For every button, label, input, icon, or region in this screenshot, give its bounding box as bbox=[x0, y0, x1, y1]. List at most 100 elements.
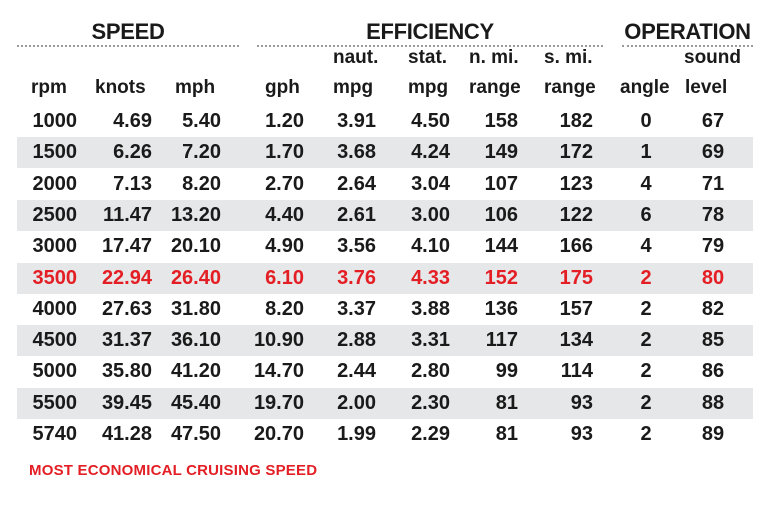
cell-mph: 41.20 bbox=[170, 360, 221, 383]
cell-sound: 71 bbox=[701, 172, 725, 195]
cell-nmi_range: 99 bbox=[495, 360, 518, 383]
column-header-rpm: rpm bbox=[31, 77, 67, 98]
cell-knots: 4.69 bbox=[113, 110, 152, 132]
cell-naut_mpg: 3.56 bbox=[337, 235, 376, 258]
cell-knots: 17.47 bbox=[101, 235, 152, 258]
cell-naut_mpg: 2.44 bbox=[337, 360, 376, 383]
cell-nmi_range: 144 bbox=[484, 235, 518, 258]
cell-gph: 8.20 bbox=[265, 297, 304, 320]
column-header-naut_mpg: mpg bbox=[333, 77, 374, 98]
cell-sound: 80 bbox=[701, 266, 725, 289]
group-header-operation: OPERATION bbox=[622, 20, 753, 47]
cell-sound: 89 bbox=[701, 423, 725, 445]
cell-stat_mpg: 3.04 bbox=[411, 172, 450, 195]
cell-gph: 4.40 bbox=[265, 203, 304, 226]
cell-naut_mpg: 2.64 bbox=[337, 172, 376, 195]
cell-angle: 1 bbox=[640, 141, 652, 164]
cell-mph: 7.20 bbox=[182, 141, 221, 164]
cell-angle: 0 bbox=[640, 110, 652, 132]
cell-gph: 10.90 bbox=[253, 329, 304, 352]
cell-stat_mpg: 3.00 bbox=[411, 203, 450, 226]
table-row: 2000 7.13 8.20 2.70 2.64 3.04 107 123 4 71 bbox=[17, 169, 753, 200]
cell-naut_mpg: 2.61 bbox=[337, 203, 376, 226]
cell-knots: 11.47 bbox=[103, 203, 152, 226]
cell-stat_mpg: 4.10 bbox=[411, 235, 450, 258]
cell-nmi_range: 81 bbox=[495, 423, 518, 445]
cell-sound: 85 bbox=[701, 329, 725, 352]
column-header-nmi_range: range bbox=[469, 77, 521, 98]
table-row: 1000 4.69 5.40 1.20 3.91 4.50 158 182 0 67 bbox=[17, 106, 753, 137]
cell-sound: 88 bbox=[701, 391, 725, 414]
cell-gph: 1.20 bbox=[265, 110, 304, 132]
cell-nmi_range: 136 bbox=[484, 297, 518, 320]
cell-rpm: 5740 bbox=[32, 423, 78, 445]
cell-rpm: 3000 bbox=[32, 235, 78, 258]
cell-stat_mpg: 3.31 bbox=[411, 329, 450, 352]
group-header-speed: SPEED bbox=[17, 20, 239, 47]
cell-knots: 35.80 bbox=[101, 360, 152, 383]
column-header-angle: angle bbox=[620, 77, 670, 98]
cell-stat_mpg: 2.29 bbox=[411, 423, 450, 445]
cell-rpm: 2500 bbox=[32, 203, 78, 226]
column-header-stat_mpg: mpg bbox=[408, 77, 449, 98]
column-header-sound-line1: sound bbox=[684, 47, 741, 68]
group-header-efficiency: EFFICIENCY bbox=[257, 20, 603, 47]
table-row: 5500 39.45 45.40 19.70 2.00 2.30 81 93 2 88 bbox=[17, 387, 753, 419]
cell-nmi_range: 117 bbox=[485, 329, 518, 352]
cell-nmi_range: 158 bbox=[484, 110, 518, 132]
cell-angle: 2 bbox=[640, 391, 652, 414]
cell-rpm: 3500 bbox=[32, 266, 78, 289]
cell-mph: 5.40 bbox=[182, 110, 221, 132]
table-row: 5000 35.80 41.20 14.70 2.44 2.80 99 114 2 86 bbox=[17, 356, 753, 387]
cell-smi_range: 166 bbox=[559, 235, 593, 258]
cell-rpm: 4000 bbox=[32, 297, 78, 320]
cell-smi_range: 93 bbox=[570, 423, 593, 445]
cell-knots: 31.37 bbox=[101, 329, 152, 352]
table-row: 4500 31.37 36.10 10.90 2.88 3.31 117 134 2 85 bbox=[17, 325, 753, 357]
cell-mph: 26.40 bbox=[170, 266, 221, 289]
cell-naut_mpg: 2.88 bbox=[337, 329, 376, 352]
cell-angle: 2 bbox=[640, 360, 652, 383]
footnote-most-economical: MOST ECONOMICAL CRUISING SPEED bbox=[29, 462, 318, 479]
cell-mph: 31.80 bbox=[170, 297, 221, 320]
column-header-knots: knots bbox=[95, 77, 146, 98]
cell-smi_range: 122 bbox=[559, 203, 593, 226]
cell-knots: 6.26 bbox=[113, 141, 152, 164]
cell-sound: 86 bbox=[701, 360, 725, 383]
cell-sound: 67 bbox=[701, 110, 725, 132]
cell-mph: 13.20 bbox=[170, 203, 221, 226]
cell-smi_range: 182 bbox=[559, 110, 593, 132]
cell-sound: 78 bbox=[701, 203, 725, 226]
cell-naut_mpg: 2.00 bbox=[337, 391, 376, 414]
cell-smi_range: 123 bbox=[559, 172, 593, 195]
cell-knots: 39.45 bbox=[101, 391, 152, 414]
cell-angle: 2 bbox=[640, 329, 652, 352]
cell-smi_range: 175 bbox=[559, 266, 593, 289]
cell-naut_mpg: 3.68 bbox=[337, 141, 376, 164]
cell-gph: 14.70 bbox=[253, 360, 304, 383]
cell-nmi_range: 106 bbox=[484, 203, 518, 226]
cell-rpm: 2000 bbox=[32, 172, 78, 195]
table-row: 3000 17.47 20.10 4.90 3.56 4.10 144 166 4 79 bbox=[17, 231, 753, 262]
table-row: 1500 6.26 7.20 1.70 3.68 4.24 149 172 1 69 bbox=[17, 137, 753, 169]
cell-naut_mpg: 3.76 bbox=[337, 266, 376, 289]
cell-gph: 19.70 bbox=[253, 391, 304, 414]
cell-gph: 4.90 bbox=[265, 235, 304, 258]
cell-mph: 20.10 bbox=[170, 235, 221, 258]
cell-angle: 2 bbox=[640, 297, 652, 320]
cell-naut_mpg: 1.99 bbox=[337, 423, 376, 445]
cell-stat_mpg: 4.24 bbox=[411, 141, 450, 164]
cell-sound: 82 bbox=[701, 297, 725, 320]
cell-knots: 22.94 bbox=[101, 266, 152, 289]
cell-mph: 36.10 bbox=[170, 329, 221, 352]
cell-gph: 2.70 bbox=[265, 172, 304, 195]
column-header-smi_range: range bbox=[544, 77, 596, 98]
cell-knots: 7.13 bbox=[113, 172, 152, 195]
cell-angle: 6 bbox=[640, 203, 652, 226]
cell-smi_range: 134 bbox=[559, 329, 593, 352]
cell-rpm: 1000 bbox=[32, 110, 78, 132]
cell-rpm: 1500 bbox=[32, 141, 78, 164]
cell-gph: 1.70 bbox=[265, 141, 304, 164]
cell-angle: 2 bbox=[640, 423, 652, 445]
cell-smi_range: 157 bbox=[559, 297, 593, 320]
